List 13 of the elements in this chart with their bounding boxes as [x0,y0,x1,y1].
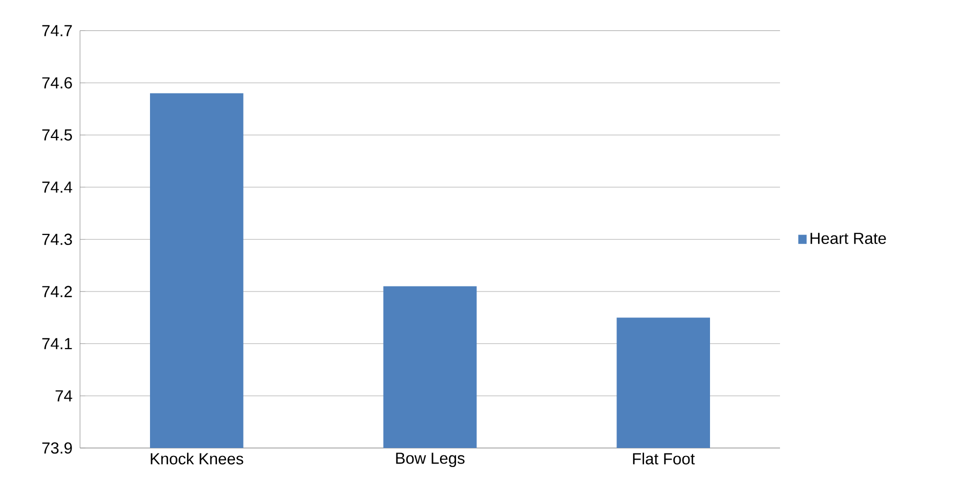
y-tick-label: 74.7 [42,25,72,36]
y-tick-label: 74.5 [42,129,72,141]
y-tick-label: 74 [56,390,72,402]
y-tick-label: 74.3 [42,234,72,245]
y-tick-label: 74.6 [42,77,72,88]
y-tick-label: 74.2 [42,286,72,298]
y-tick-label: 74.4 [42,182,72,193]
y-tick-label: 74.1 [42,338,72,350]
legend-label: Heart Rate [810,232,886,244]
x-tick-label: Knock Knees [150,452,244,464]
x-tick-label: Bow Legs [396,452,465,468]
x-tick-label: Flat Foot [633,452,695,464]
y-tick-label: 73.9 [42,442,72,454]
